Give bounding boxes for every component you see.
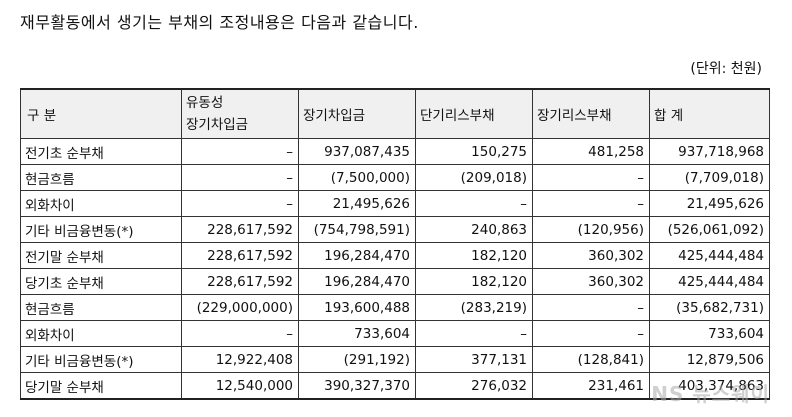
table-cell: (120,956) [532,216,650,243]
header-long-term-lease: 장기리스부채 [532,88,650,139]
table-cell: 481,258 [532,138,650,165]
row-label: 기타 비금융변동(*) [20,216,182,243]
table-cell: 390,327,370 [298,372,416,400]
header-current-long-term-borrowings: 유동성 장기차입금 [181,88,299,139]
table-cell: (7,500,000) [298,164,416,191]
table-cell: 425,444,484 [649,242,770,269]
intro-text: 재무활동에서 생기는 부채의 조정내용은 다음과 같습니다. [20,13,419,32]
table-cell: 240,863 [415,216,533,243]
row-label: 전기초 순부채 [20,138,182,165]
table-row: 당기초 순부채 228,617,592 196,284,470 182,120 … [20,268,770,295]
table-cell: 377,131 [415,346,533,373]
row-label: 현금흐름 [20,164,182,191]
row-label: 현금흐름 [20,294,182,321]
table-cell: 21,495,626 [298,190,416,217]
table-row: 당기말 순부채 12,540,000 390,327,370 276,032 2… [20,372,770,400]
table-cell: 193,600,488 [298,294,416,321]
table-cell: 403,374,863 [649,372,770,400]
table-cell: 360,302 [532,268,650,295]
table-cell: 182,120 [415,268,533,295]
unit-label: (단위: 천원) [690,61,762,77]
table-cell: – [532,164,650,191]
table-cell: (229,000,000) [181,294,299,321]
table-cell: (754,798,591) [298,216,416,243]
row-label: 외화차이 [20,320,182,347]
table-cell: 276,032 [415,372,533,400]
table-cell: 12,879,506 [649,346,770,373]
table-cell: 228,617,592 [181,242,299,269]
table-cell: 150,275 [415,138,533,165]
table-cell: 12,922,408 [181,346,299,373]
table-row: 현금흐름 (229,000,000) 193,600,488 (283,219)… [20,294,770,321]
net-debt-table: 구 분 유동성 장기차입금 장기차입금 단기리스부채 장기리스부채 합 계 전기… [20,88,770,400]
header-col1-line2: 장기차입금 [186,117,249,133]
table-row: 기타 비금융변동(*) 228,617,592 (754,798,591) 24… [20,216,770,243]
table-cell: 196,284,470 [298,268,416,295]
table-row: 외화차이 – 733,604 – – 733,604 [20,320,770,347]
table-cell: 182,120 [415,242,533,269]
table-cell: 21,495,626 [649,190,770,217]
header-long-term-borrowings: 장기차입금 [298,88,416,139]
table-cell: – [181,320,299,347]
row-label: 당기초 순부채 [20,268,182,295]
table-cell: (35,682,731) [649,294,770,321]
table-cell: 425,444,484 [649,268,770,295]
table-cell: – [532,190,650,217]
table-cell: – [415,320,533,347]
header-total: 합 계 [649,88,770,139]
table-cell: – [181,164,299,191]
table-cell: 733,604 [298,320,416,347]
table-row: 외화차이 – 21,495,626 – – 21,495,626 [20,190,770,217]
table-row: 전기초 순부채 – 937,087,435 150,275 481,258 93… [20,138,770,165]
table-cell: 228,617,592 [181,268,299,295]
table-row: 기타 비금융변동(*) 12,922,408 (291,192) 377,131… [20,346,770,373]
table-cell: 937,718,968 [649,138,770,165]
table-cell: 937,087,435 [298,138,416,165]
row-label: 전기말 순부채 [20,242,182,269]
table-cell: (283,219) [415,294,533,321]
table-row: 현금흐름 – (7,500,000) (209,018) – (7,709,01… [20,164,770,191]
table-header-row: 구 분 유동성 장기차입금 장기차입금 단기리스부채 장기리스부채 합 계 [20,88,770,139]
table-row: 전기말 순부채 228,617,592 196,284,470 182,120 … [20,242,770,269]
table-cell: (526,061,092) [649,216,770,243]
table-cell: – [415,190,533,217]
table-cell: (209,018) [415,164,533,191]
table-cell: 231,461 [532,372,650,400]
table-cell: 12,540,000 [181,372,299,400]
row-label: 외화차이 [20,190,182,217]
header-col1-line1: 유동성 [186,95,224,111]
table-cell: (128,841) [532,346,650,373]
table-cell: 733,604 [649,320,770,347]
table-cell: – [181,138,299,165]
row-label: 기타 비금융변동(*) [20,346,182,373]
header-category: 구 분 [20,88,182,139]
table-cell: – [532,294,650,321]
row-label: 당기말 순부채 [20,372,182,400]
watermark-logo: NS 뉴스웨이 [651,382,770,406]
table-cell: – [532,320,650,347]
table-cell: – [181,190,299,217]
table-cell: 360,302 [532,242,650,269]
table-cell: 228,617,592 [181,216,299,243]
table-cell: (7,709,018) [649,164,770,191]
header-short-term-lease: 단기리스부채 [415,88,533,139]
table-cell: 196,284,470 [298,242,416,269]
table-cell: (291,192) [298,346,416,373]
